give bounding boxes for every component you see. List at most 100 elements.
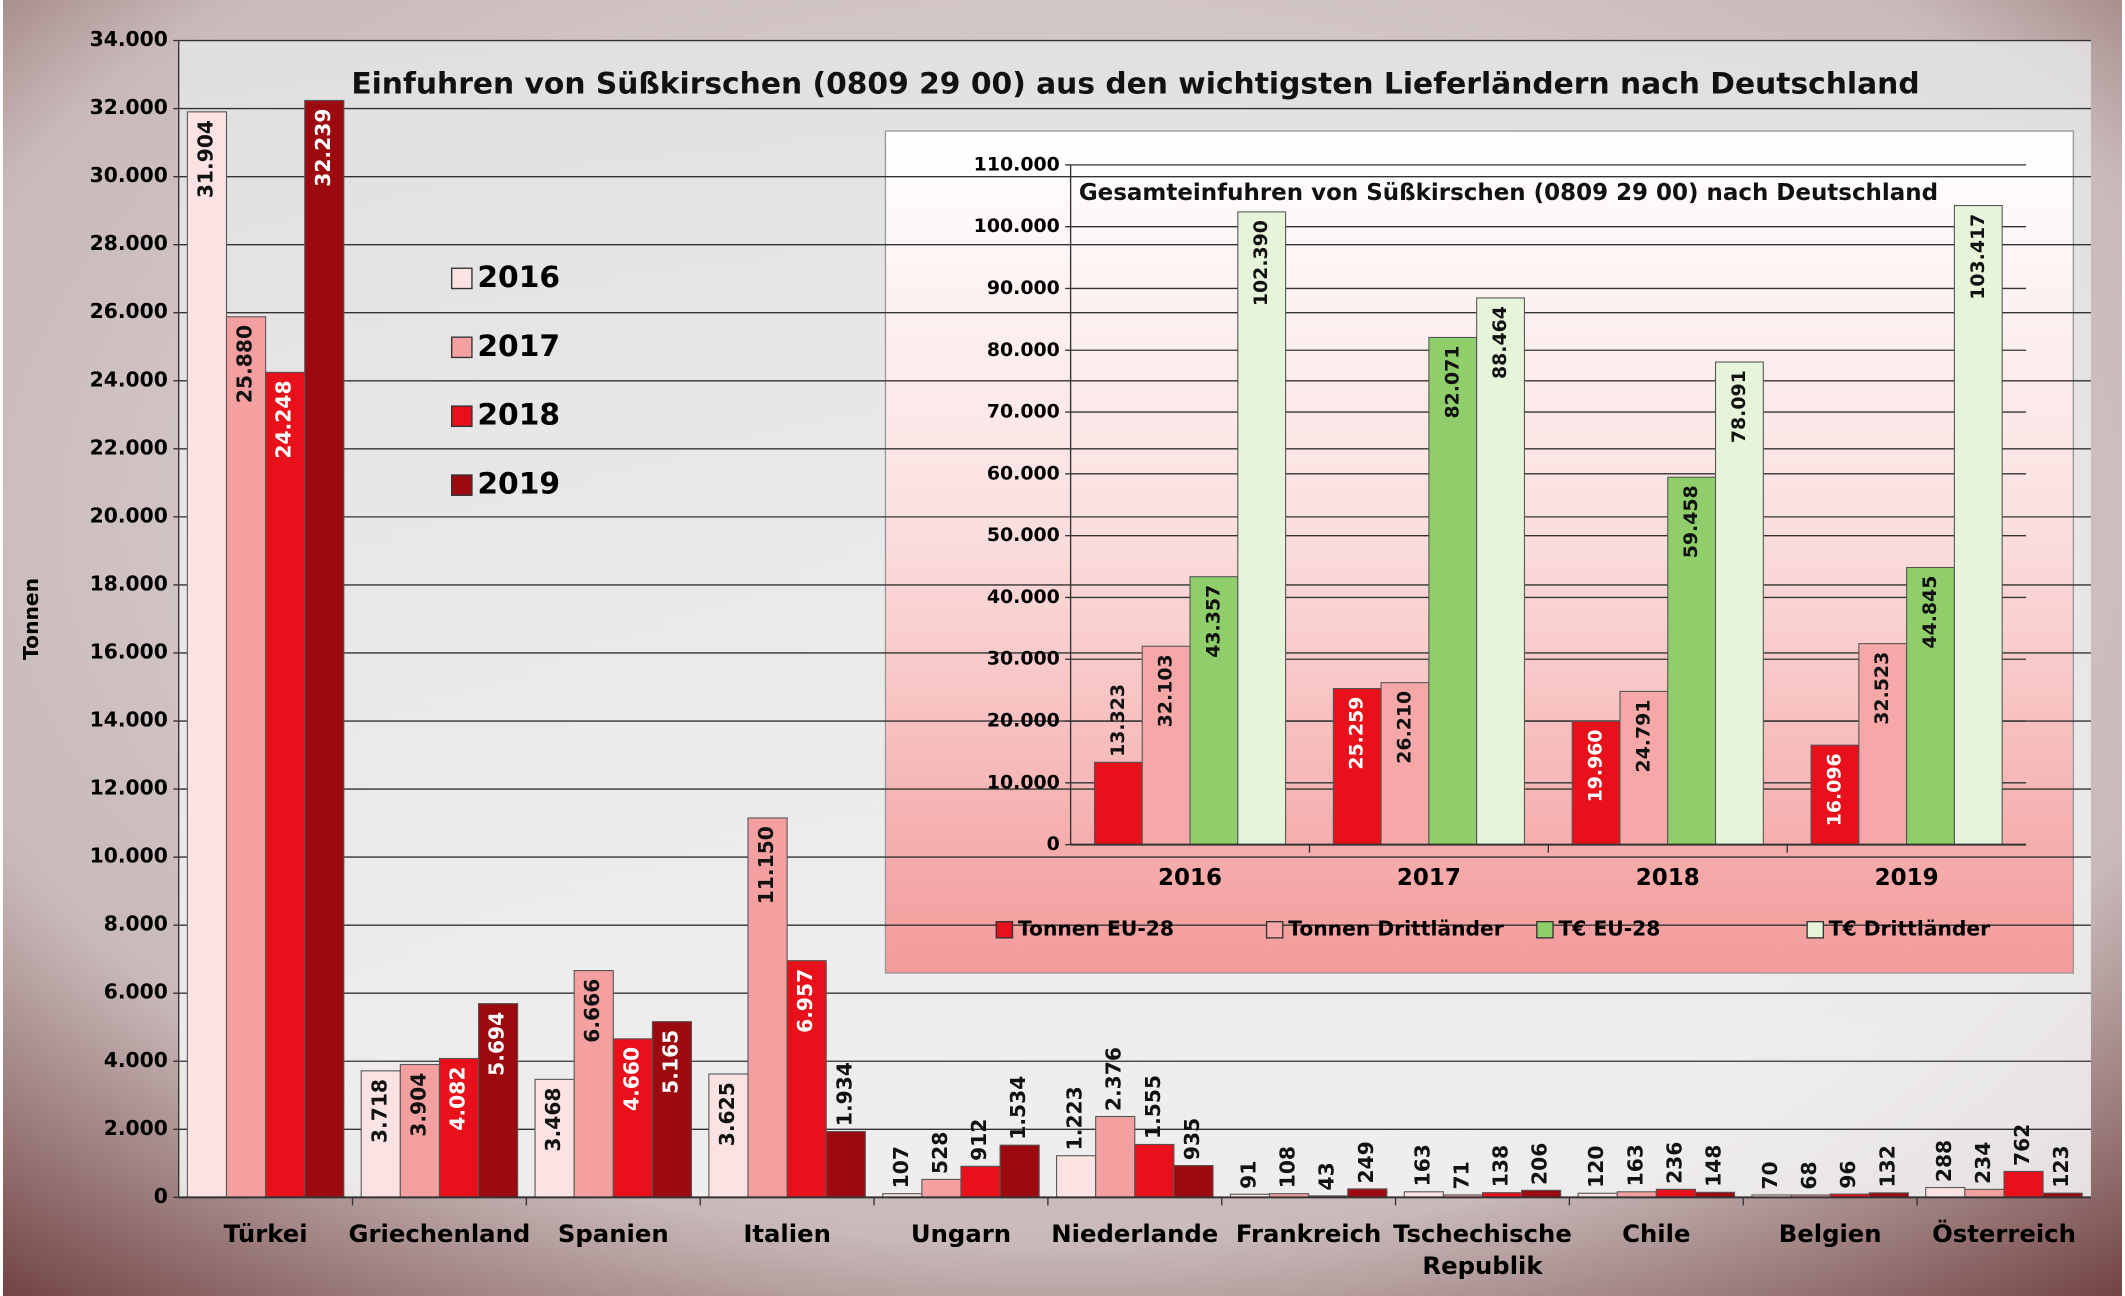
bar [438, 1057, 480, 1198]
data-label: 102.390 [1250, 220, 1272, 306]
data-label: 163 [1410, 1144, 1434, 1186]
data-label: 107 [889, 1146, 913, 1188]
data-label: 31.904 [193, 120, 217, 198]
x-tick-label: Belgien [1779, 1219, 1882, 1248]
y-tick-label: 10.000 [90, 844, 168, 868]
y-tick-label: 18.000 [90, 571, 168, 595]
data-label: 1.555 [1141, 1075, 1165, 1139]
data-label: 44.845 [1919, 576, 1941, 649]
legend-swatch [1806, 920, 1825, 939]
y-tick-label: 70.000 [987, 401, 1060, 423]
bar [1141, 645, 1191, 846]
data-label: 762 [2010, 1124, 2034, 1166]
data-label: 19.960 [1585, 729, 1607, 802]
y-tick-label: 80.000 [987, 339, 1060, 361]
y-tick-label: 16.000 [90, 639, 168, 663]
y-tick-label: 6.000 [104, 980, 168, 1004]
data-label: 4.660 [619, 1047, 643, 1111]
bar [1858, 643, 1908, 846]
bar [999, 1144, 1040, 1198]
data-label: 5.694 [485, 1012, 509, 1076]
data-label: 288 [1932, 1140, 1956, 1182]
data-label: 70 [1758, 1161, 1782, 1189]
y-tick-label: 14.000 [90, 708, 168, 732]
data-label: 120 [1584, 1146, 1608, 1188]
inset-chart: Gesamteinfuhren von Süßkirschen (0809 29… [974, 153, 2027, 940]
y-tick-label: 8.000 [104, 912, 168, 936]
legend-label: 2019 [477, 467, 560, 502]
data-label: 88.464 [1489, 306, 1511, 379]
data-label: 6.957 [793, 969, 817, 1033]
x-tick-label: Österreich [1932, 1218, 2076, 1248]
y-tick-label: 50.000 [987, 524, 1060, 546]
bar [921, 1178, 962, 1198]
bar [612, 1038, 653, 1198]
bar [825, 1131, 866, 1198]
data-label: 32.523 [1871, 652, 1893, 725]
data-label: 206 [1528, 1143, 1552, 1185]
legend-label: Tonnen EU-28 [1018, 916, 1174, 940]
bar [1906, 566, 1955, 846]
data-label: 3.718 [367, 1079, 391, 1143]
legend-label: 2016 [477, 260, 560, 295]
bar [1655, 1188, 1696, 1198]
data-label: 43.357 [1202, 585, 1224, 658]
chart-title: Gesamteinfuhren von Süßkirschen (0809 29… [1079, 180, 1938, 206]
y-tick-label: 20.000 [90, 503, 168, 527]
y-tick-label: 60.000 [987, 462, 1060, 484]
bar [225, 316, 267, 1198]
y-tick-label: 28.000 [90, 231, 168, 255]
data-label: 1.223 [1063, 1086, 1087, 1150]
data-label: 5.165 [658, 1030, 682, 1094]
bar [1953, 205, 2003, 846]
y-tick-label: 0 [154, 1184, 168, 1208]
bar [304, 99, 345, 1198]
y-tick-label: 0 [1047, 833, 1060, 855]
bar [186, 111, 228, 1198]
data-label: 59.458 [1680, 485, 1702, 558]
bar [1347, 1188, 1388, 1198]
data-label: 25.880 [233, 325, 257, 403]
bar [1619, 690, 1669, 846]
main-chart: Einfuhren von Süßkirschen (0809 29 00) a… [19, 27, 2091, 1280]
legend-label: T€ EU-28 [1558, 916, 1660, 940]
data-label: 24.791 [1632, 700, 1654, 773]
data-label: 123 [2049, 1145, 2073, 1187]
bar [1237, 211, 1287, 846]
bar [265, 371, 306, 1198]
legend-swatch [450, 474, 473, 496]
bar [1964, 1188, 2005, 1198]
y-tick-label: 100.000 [974, 215, 1060, 237]
y-tick-label: 26.000 [90, 299, 168, 323]
x-tick-label: Spanien [558, 1219, 669, 1248]
y-tick-label: 40.000 [987, 586, 1060, 608]
x-tick-label: Niederlande [1051, 1219, 1218, 1248]
data-label: 32.239 [311, 109, 335, 187]
y-tick-label: 22.000 [90, 435, 168, 459]
data-label: 935 [1180, 1118, 1204, 1160]
x-tick-label: 2016 [1158, 865, 1222, 891]
y-tick-label: 20.000 [987, 710, 1060, 732]
x-tick-label: Tschechische Republik [1393, 1219, 1572, 1280]
legend-label: T€ Drittländer [1829, 916, 1990, 940]
x-tick-label: Italien [743, 1219, 831, 1248]
data-label: 13.323 [1107, 684, 1129, 757]
data-label: 163 [1623, 1144, 1647, 1186]
data-label: 1.934 [832, 1062, 856, 1126]
x-tick-label: Türkei [224, 1219, 308, 1248]
x-tick-label: Ungarn [911, 1219, 1011, 1248]
bar [960, 1165, 1001, 1198]
bar [573, 970, 614, 1198]
data-label: 78.091 [1728, 370, 1750, 443]
bar [2003, 1170, 2044, 1198]
y-tick-label: 34.000 [90, 27, 168, 51]
data-label: 138 [1489, 1145, 1513, 1187]
y-tick-label: 24.000 [90, 367, 168, 391]
y-axis-label: Tonnen [19, 578, 43, 660]
data-label: 236 [1662, 1142, 1686, 1184]
data-label: 16.096 [1823, 753, 1845, 826]
bar [1134, 1143, 1175, 1198]
data-label: 132 [1875, 1145, 1899, 1187]
y-tick-label: 2.000 [104, 1116, 168, 1140]
